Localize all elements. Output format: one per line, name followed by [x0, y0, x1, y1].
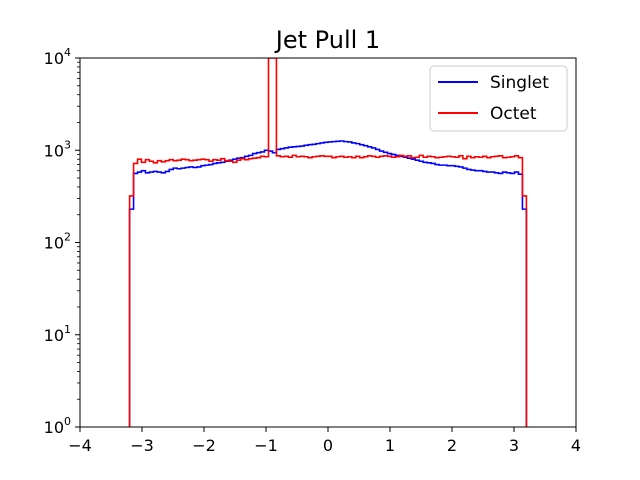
legend-label-singlet: Singlet — [490, 73, 549, 93]
x-tick-label: 2 — [447, 436, 457, 455]
chart-title: Jet Pull 1 — [274, 26, 380, 54]
x-tick-label: −3 — [130, 436, 154, 455]
x-tick-label: −4 — [68, 436, 92, 455]
series-layer — [128, 58, 528, 427]
x-tick-label: 0 — [323, 436, 333, 455]
series-singlet-line — [128, 140, 528, 427]
y-axis: 100 101 102 103 104 — [44, 46, 80, 437]
y-tick-label: 100 — [44, 415, 71, 437]
x-tick-label: 4 — [571, 436, 581, 455]
y-tick-label: 101 — [44, 323, 71, 345]
y-tick-label: 103 — [44, 138, 71, 160]
x-tick-label: −1 — [254, 436, 278, 455]
x-tick-label: −2 — [192, 436, 216, 455]
y-tick-label: 104 — [44, 46, 71, 68]
legend: Singlet Octet — [429, 65, 568, 132]
x-tick-label: 1 — [385, 436, 395, 455]
x-tick-label: 3 — [509, 436, 519, 455]
series-octet-line — [128, 58, 528, 427]
y-tick-label: 102 — [44, 231, 71, 253]
x-axis: −4 −3 −2 −1 0 1 2 3 4 — [68, 427, 581, 455]
legend-label-octet: Octet — [490, 104, 537, 124]
